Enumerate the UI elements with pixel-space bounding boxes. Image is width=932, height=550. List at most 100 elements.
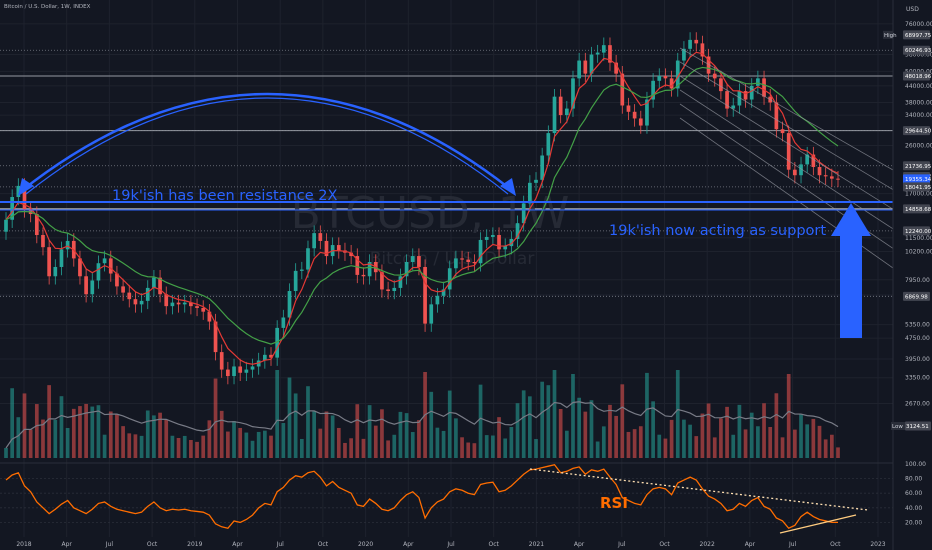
volume-bar [805,424,810,458]
time-tick-label: Jul [617,541,626,548]
candle-body [41,235,45,248]
candle-body [688,39,692,49]
time-tick-label: Apr [745,541,756,548]
time-tick-label: Jul [276,541,285,548]
volume-bar [811,418,816,458]
volume-bar [398,411,403,458]
volume-bar [620,384,625,458]
resistance-arc [19,92,515,193]
candle-body [731,105,736,109]
candle-body [207,311,212,322]
candle-body [534,179,538,183]
candle-body [145,287,150,301]
candle-body [59,249,64,267]
volume-bar [583,411,588,458]
volume-bar [497,417,501,458]
volume-bar [299,438,304,458]
candle-body [756,78,760,86]
price-tick-label: 38000.00 [905,99,932,106]
time-tick-label: Jul [446,541,455,548]
volume-bar [688,424,692,458]
candle-body [189,302,193,307]
volume-bar [232,421,236,458]
volume-bar [429,391,434,458]
candle-body [213,321,218,353]
price-axis[interactable] [893,0,932,550]
volume-bar [651,401,655,458]
candle-body [336,245,341,251]
volume-bars [4,370,840,458]
volume-bar [115,414,119,458]
volume-bar [725,406,729,458]
volume-bar [466,442,471,458]
rsi-tick-label: 20.00 [905,519,922,526]
volume-bar [121,426,125,458]
watermark-name: Bitcoin / U.S. Dollar [370,249,535,269]
volume-bar [287,377,292,458]
candle-body [299,269,304,271]
volume-bar [762,403,766,458]
rsi-grid [0,478,893,523]
candle-body [306,248,310,270]
candle-body [410,256,415,263]
volume-bar [577,397,582,458]
candle-body [466,259,471,263]
volume-bar [447,390,452,458]
time-tick-label: 2018 [16,541,31,548]
volume-bar [491,435,495,458]
rsi-tick-label: 60.00 [905,490,922,497]
volume-bar [41,419,45,458]
rsi-resistance-trendline [529,468,869,511]
volume-bar [663,438,668,458]
candle-body [293,270,298,292]
price-label-value: 6869.98 [905,294,928,300]
volume-bar [343,442,347,458]
candle-body [90,280,95,295]
volume-bar [404,413,409,458]
time-tick-label: Apr [232,541,243,548]
volume-bar [164,420,169,458]
rsi-line [5,464,838,530]
volume-bar [817,425,822,458]
candle-body [669,78,674,89]
volume-bar [78,406,82,458]
price-tick-label: 76000.00 [905,21,932,28]
volume-bar [836,447,840,458]
candle-body [564,108,569,116]
candle-body [269,354,273,358]
resistance-annotation: 19k'ish has been resistance 2X [112,188,337,204]
channel-line [679,75,894,210]
candle-body [601,45,606,53]
candle-body [571,78,575,109]
volume-bar [213,378,218,458]
candle-body [651,80,655,100]
volume-bar [509,426,514,458]
volume-bar [558,409,563,458]
rsi-annotation: RSI [600,494,628,512]
price-level-labels: High 68997.75 60246.93 48018.96 29644.50 2173… [883,30,932,431]
volume-bar [737,404,742,458]
candle-body [349,252,353,257]
candle-body [398,276,403,288]
volume-bar [145,410,150,458]
volume-bar [700,413,705,458]
volume-bar [281,423,286,458]
price-label-box [903,71,930,81]
candle-body [164,294,169,307]
candle-body [829,176,834,179]
volume-bar [256,431,261,458]
ema-slow-line [5,66,839,345]
price-tick-label: 4750.00 [905,335,930,342]
candle-body [583,60,588,74]
candle-body [620,73,625,106]
candle-body [737,91,742,106]
time-tick-label: Apr [403,541,414,548]
price-label-value: 19355.34 [905,177,932,183]
volume-bar [238,427,243,458]
candle-body [201,307,206,312]
volume-bar [534,439,538,458]
candle-body [460,258,464,260]
ema-fast-line [5,51,839,365]
price-label-value: 60246.93 [905,48,932,54]
